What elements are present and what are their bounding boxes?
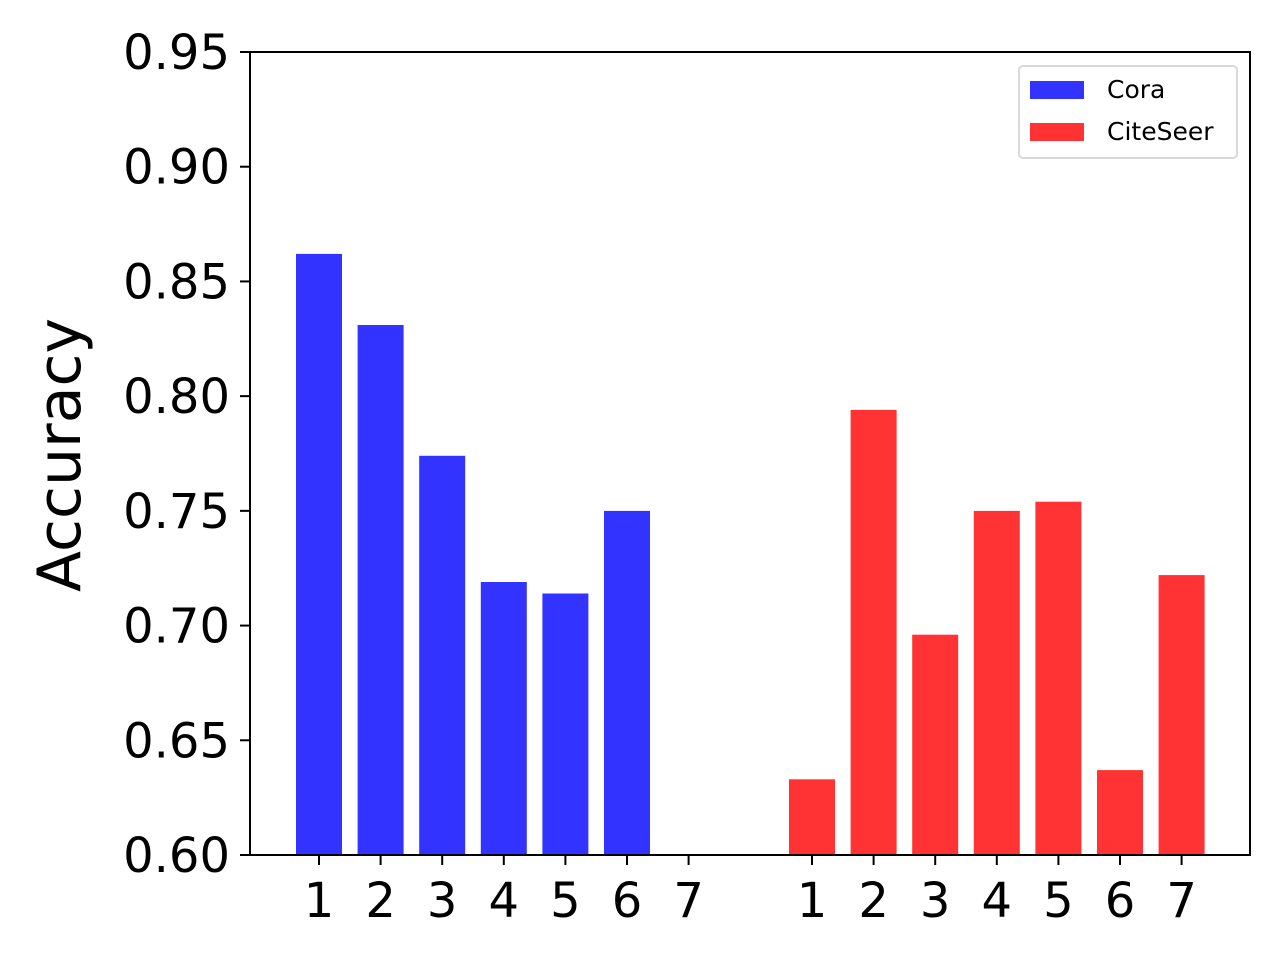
x-tick-label-cora-6: 6 (612, 873, 643, 929)
x-tick-label-citeseer-5: 5 (1043, 873, 1074, 929)
x-tick-label-citeseer-7: 7 (1166, 873, 1197, 929)
bar-cora-2 (357, 325, 404, 855)
bar-citeseer-4 (973, 510, 1020, 855)
x-tick-label-citeseer-6: 6 (1105, 873, 1136, 929)
y-tick-label-0.75: 0.75 (123, 484, 230, 540)
bar-citeseer-1 (789, 779, 835, 855)
x-tick-label-cora-7: 7 (673, 873, 704, 929)
y-tick-label-0.70: 0.70 (123, 599, 230, 655)
x-tick-label-cora-4: 4 (489, 873, 520, 929)
bar-cora-5 (542, 593, 589, 855)
x-tick-label-citeseer-2: 2 (858, 873, 889, 929)
plot-frame (249, 51, 1251, 856)
y-tick-label-0.85: 0.85 (123, 254, 230, 310)
x-tick-label-cora-3: 3 (427, 873, 458, 929)
legend-swatch-citeseer (1030, 123, 1084, 141)
y-tick-label-0.60: 0.60 (123, 828, 230, 884)
x-tick-label-citeseer-1: 1 (797, 873, 828, 929)
bar-citeseer-7 (1158, 575, 1205, 855)
bar-cora-6 (604, 510, 650, 855)
bar-cora-3 (419, 455, 466, 855)
legend-swatch-cora (1030, 81, 1084, 99)
bar-citeseer-5 (1035, 501, 1082, 855)
y-tick-label-0.90: 0.90 (123, 140, 230, 196)
bar-citeseer-2 (850, 409, 897, 855)
y-tick-label-0.65: 0.65 (123, 713, 230, 769)
y-axis-label: Accuracy (25, 318, 95, 592)
x-tick-label-cora-2: 2 (365, 873, 396, 929)
legend-label-cora: Cora (1107, 75, 1165, 104)
x-tick-label-citeseer-4: 4 (982, 873, 1013, 929)
legend-label-citeseer: CiteSeer (1107, 117, 1214, 146)
bar-citeseer-3 (912, 634, 959, 855)
y-tick-label-0.95: 0.95 (123, 25, 230, 81)
legend: Cora CiteSeer (1018, 65, 1238, 159)
x-tick-label-citeseer-3: 3 (920, 873, 951, 929)
bar-citeseer-6 (1097, 770, 1143, 855)
plot-area: 1 2 3 4 5 6 7 1 2 3 4 5 6 70.600.650.700.750.800.850.… (123, 25, 1251, 929)
x-tick-label-cora-5: 5 (550, 873, 581, 929)
x-tick-label-cora-1: 1 (304, 873, 335, 929)
y-tick-label-0.80: 0.80 (123, 369, 230, 425)
bar-cora-4 (480, 582, 527, 855)
bar-cora-1 (296, 253, 342, 855)
